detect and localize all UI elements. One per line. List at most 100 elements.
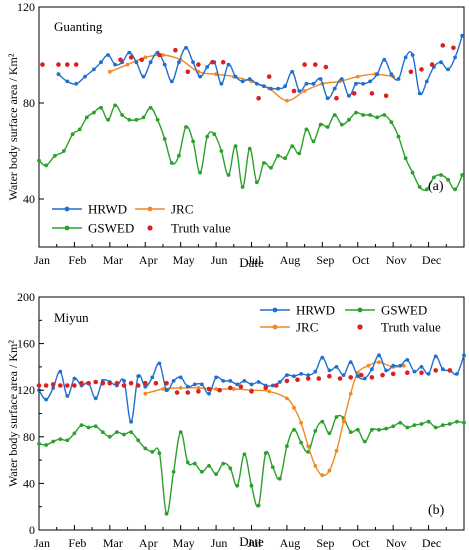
data-point [141, 115, 146, 120]
data-point [354, 110, 358, 115]
legend-label: Truth value [171, 221, 231, 236]
data-point [56, 72, 61, 77]
legend-item: GSWED [52, 221, 134, 236]
data-point [99, 105, 103, 110]
legend-item: Truth value [357, 320, 441, 335]
legend-marker [64, 225, 70, 231]
data-point [390, 371, 396, 377]
data-point [440, 423, 445, 427]
data-point [84, 115, 89, 120]
data-point [162, 137, 167, 141]
data-point [269, 165, 273, 170]
data-point [419, 365, 424, 369]
data-point [107, 69, 112, 74]
data-point [219, 149, 224, 153]
y-tick-label: 0 [29, 523, 35, 537]
data-point [377, 427, 381, 432]
data-point [37, 158, 41, 163]
x-tick-label: Jul [247, 253, 262, 267]
data-point [283, 84, 287, 89]
data-point [214, 387, 219, 391]
data-point [206, 386, 212, 392]
data-point [118, 57, 123, 63]
data-point [221, 379, 226, 383]
data-point [141, 74, 146, 79]
data-point [383, 93, 389, 99]
data-point [398, 363, 403, 368]
data-point [136, 438, 141, 443]
data-point [460, 173, 465, 177]
data-point [198, 170, 203, 175]
data-point [284, 378, 290, 384]
data-point [134, 117, 139, 122]
data-point [192, 382, 197, 387]
data-point [359, 372, 364, 378]
data-point [334, 448, 339, 453]
data-point [242, 379, 247, 383]
data-point [377, 353, 381, 358]
data-point [318, 77, 323, 81]
data-point [196, 389, 201, 394]
data-point [247, 146, 252, 151]
legend-label: Truth value [381, 320, 441, 335]
data-point [43, 383, 49, 388]
data-point [355, 74, 360, 79]
data-point [327, 431, 332, 436]
legend-item: GSWED [345, 303, 427, 318]
x-tick-label: Jan [34, 253, 50, 267]
x-tick-label: Nov [386, 253, 407, 267]
data-point [401, 363, 406, 368]
data-point [348, 360, 353, 365]
data-point [405, 358, 410, 362]
data-point [419, 67, 424, 72]
data-point [405, 425, 410, 430]
data-point [302, 62, 307, 67]
data-point [233, 74, 238, 79]
data-point [196, 386, 201, 390]
data-point [269, 86, 273, 91]
data-point [403, 156, 408, 161]
data-point [256, 380, 261, 384]
data-point [424, 79, 429, 84]
data-point [313, 369, 318, 374]
data-point [389, 72, 394, 77]
data-point [247, 77, 252, 81]
x-tick-label: Jun [211, 536, 228, 550]
data-point [136, 374, 141, 379]
data-point [114, 380, 120, 386]
x-tick-label: Jul [247, 536, 262, 550]
data-point [51, 386, 56, 390]
data-point [276, 153, 280, 158]
data-point [455, 419, 459, 424]
data-point [327, 373, 332, 379]
data-point [143, 384, 148, 389]
data-point [36, 383, 42, 388]
data-point [113, 62, 117, 67]
data-point [285, 373, 289, 377]
data-point [355, 374, 360, 379]
data-point [73, 62, 79, 67]
data-point [405, 370, 410, 376]
data-point [164, 511, 169, 516]
data-point [127, 117, 132, 122]
data-point [419, 370, 424, 376]
data-point [56, 62, 61, 67]
data-point [205, 134, 210, 139]
data-point [214, 472, 219, 476]
data-point [65, 79, 70, 84]
x-tick-label: Sep [316, 253, 334, 267]
data-point [129, 430, 134, 434]
legend-marker [272, 307, 278, 313]
data-point [432, 175, 436, 180]
data-point [65, 394, 70, 398]
data-point [311, 81, 316, 86]
data-point [212, 132, 217, 137]
data-point [174, 390, 180, 395]
data-point [299, 420, 303, 425]
data-point [455, 372, 459, 376]
data-point [334, 415, 339, 419]
x-tick-label: May [173, 536, 195, 550]
y-axis-title: Water body surface area / Km² [6, 340, 20, 487]
data-point [58, 437, 63, 441]
